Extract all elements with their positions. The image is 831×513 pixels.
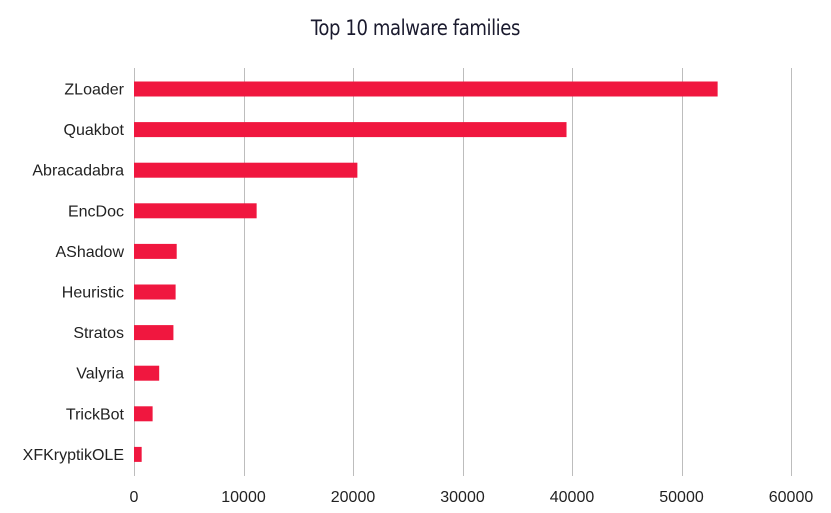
x-tick-label: 30000 bbox=[440, 489, 485, 506]
x-axis-ticks: 0 10000 20000 30000 40000 50000 60000 bbox=[130, 489, 814, 506]
bar bbox=[134, 81, 718, 97]
x-tick-label: 50000 bbox=[659, 489, 704, 506]
x-tick-label: 60000 bbox=[769, 489, 814, 506]
category-label: Stratos bbox=[73, 325, 124, 342]
category-label: AShadow bbox=[56, 244, 125, 261]
category-label: EncDoc bbox=[68, 203, 124, 220]
x-tick-label: 0 bbox=[130, 489, 139, 506]
bar bbox=[134, 243, 177, 259]
category-labels: ZLoader Quakbot Abracadabra EncDoc AShadow He… bbox=[23, 82, 125, 464]
bar bbox=[134, 122, 567, 138]
bar bbox=[134, 162, 358, 178]
bar bbox=[134, 325, 174, 341]
category-label: Abracadabra bbox=[32, 163, 124, 180]
x-tick-label: 10000 bbox=[221, 489, 266, 506]
x-tick-label: 20000 bbox=[331, 489, 376, 506]
category-label: XFKryptikOLE bbox=[23, 447, 124, 464]
bar bbox=[134, 446, 142, 462]
bar bbox=[134, 284, 176, 300]
category-label: Valyria bbox=[76, 366, 124, 383]
category-label: Quakbot bbox=[64, 122, 125, 139]
x-tick-label: 40000 bbox=[550, 489, 595, 506]
category-label: Heuristic bbox=[62, 285, 124, 302]
category-label: ZLoader bbox=[64, 82, 124, 99]
bars bbox=[134, 81, 718, 462]
bar bbox=[134, 406, 153, 422]
chart-title: Top 10 malware families bbox=[310, 16, 520, 40]
bar bbox=[134, 203, 257, 219]
category-label: TrickBot bbox=[66, 406, 125, 423]
bar bbox=[134, 365, 160, 381]
